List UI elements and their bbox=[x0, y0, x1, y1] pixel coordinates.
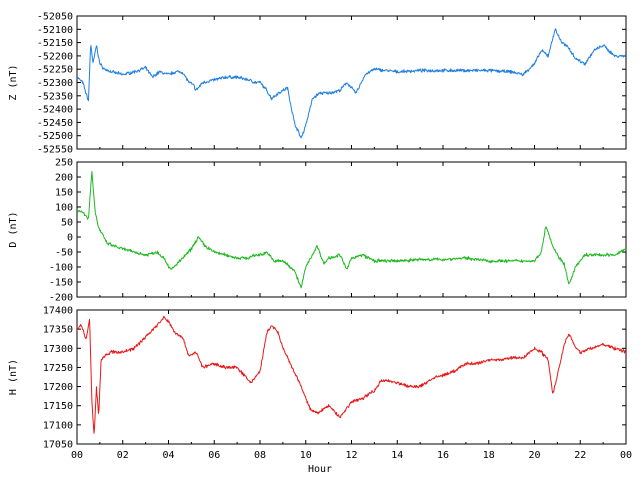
x-tick-label: 08 bbox=[254, 450, 266, 461]
z-y-tick-label: -52150 bbox=[37, 38, 73, 49]
d-y-tick-label: 150 bbox=[55, 188, 73, 199]
h-y-tick-label: 17250 bbox=[43, 363, 73, 374]
h-data-line bbox=[76, 315, 627, 434]
x-tick-label: 02 bbox=[117, 450, 129, 461]
d-y-tick-label: -50 bbox=[55, 248, 73, 259]
d-panel: 250 200 150 100 50 0 -50 -100 -150 -200 D (nT) bbox=[8, 158, 627, 304]
h-y-tick-label: 17100 bbox=[43, 420, 73, 431]
x-tick-label: 20 bbox=[528, 450, 540, 461]
x-tick-label: 10 bbox=[300, 450, 312, 461]
h-y-tick-label: 17150 bbox=[43, 401, 73, 412]
x-axis-label: Hour bbox=[308, 464, 332, 475]
h-y-tick-label: 17300 bbox=[43, 344, 73, 355]
d-y-tick-label: 0 bbox=[67, 233, 73, 244]
z-y-tick-label: -52100 bbox=[37, 25, 73, 36]
d-y-tick-label: 250 bbox=[55, 158, 73, 169]
z-y-tick-label: -52250 bbox=[37, 65, 73, 76]
x-tick-label: 16 bbox=[437, 450, 449, 461]
z-y-tick-label: -52050 bbox=[37, 12, 73, 23]
x-tick-label: 12 bbox=[345, 450, 357, 461]
z-data-line bbox=[76, 28, 627, 139]
h-y-tick-label: 17200 bbox=[43, 382, 73, 393]
x-tick-label: 18 bbox=[483, 450, 495, 461]
x-tick-label: 04 bbox=[162, 450, 174, 461]
x-tick-label: 22 bbox=[574, 450, 586, 461]
z-y-tick-label: -52350 bbox=[37, 91, 73, 102]
z-y-tick-label: -52400 bbox=[37, 105, 73, 116]
z-panel: -52050 -52100 -52150 -52200 -52250 -52300 -523… bbox=[8, 12, 627, 156]
d-y-tick-label: 50 bbox=[61, 218, 73, 229]
d-y-tick-label: 200 bbox=[55, 173, 73, 184]
d-y-axis-label: D (nT) bbox=[8, 211, 19, 247]
x-tick-label: 06 bbox=[208, 450, 220, 461]
d-data-line bbox=[76, 171, 627, 289]
z-y-axis-label: Z (nT) bbox=[8, 64, 19, 100]
z-plot-frame bbox=[76, 15, 627, 150]
z-y-tick-label: -52550 bbox=[37, 145, 73, 156]
z-y-tick-label: -52450 bbox=[37, 118, 73, 129]
d-y-tick-label: -200 bbox=[49, 293, 73, 304]
z-y-tick-label: -52200 bbox=[37, 51, 73, 62]
h-plot-frame bbox=[76, 309, 627, 445]
z-y-tick-label: -52500 bbox=[37, 131, 73, 142]
d-y-tick-label: -150 bbox=[49, 278, 73, 289]
x-tick-label: 14 bbox=[391, 450, 403, 461]
d-y-tick-label: -100 bbox=[49, 263, 73, 274]
x-tick-label: 00 bbox=[620, 450, 632, 461]
h-y-tick-label: 17400 bbox=[43, 306, 73, 317]
h-y-tick-label: 17050 bbox=[43, 440, 73, 451]
z-y-tick-label: -52300 bbox=[37, 78, 73, 89]
d-plot-frame bbox=[76, 161, 627, 298]
h-panel: 00 02 04 06 08 10 12 14 16 18 20 22 00 17400 17350 1730… bbox=[8, 306, 632, 462]
x-tick-label: 00 bbox=[71, 450, 83, 461]
d-y-tick-label: 100 bbox=[55, 203, 73, 214]
h-y-axis-label: H (nT) bbox=[8, 359, 19, 395]
h-y-tick-label: 17350 bbox=[43, 325, 73, 336]
